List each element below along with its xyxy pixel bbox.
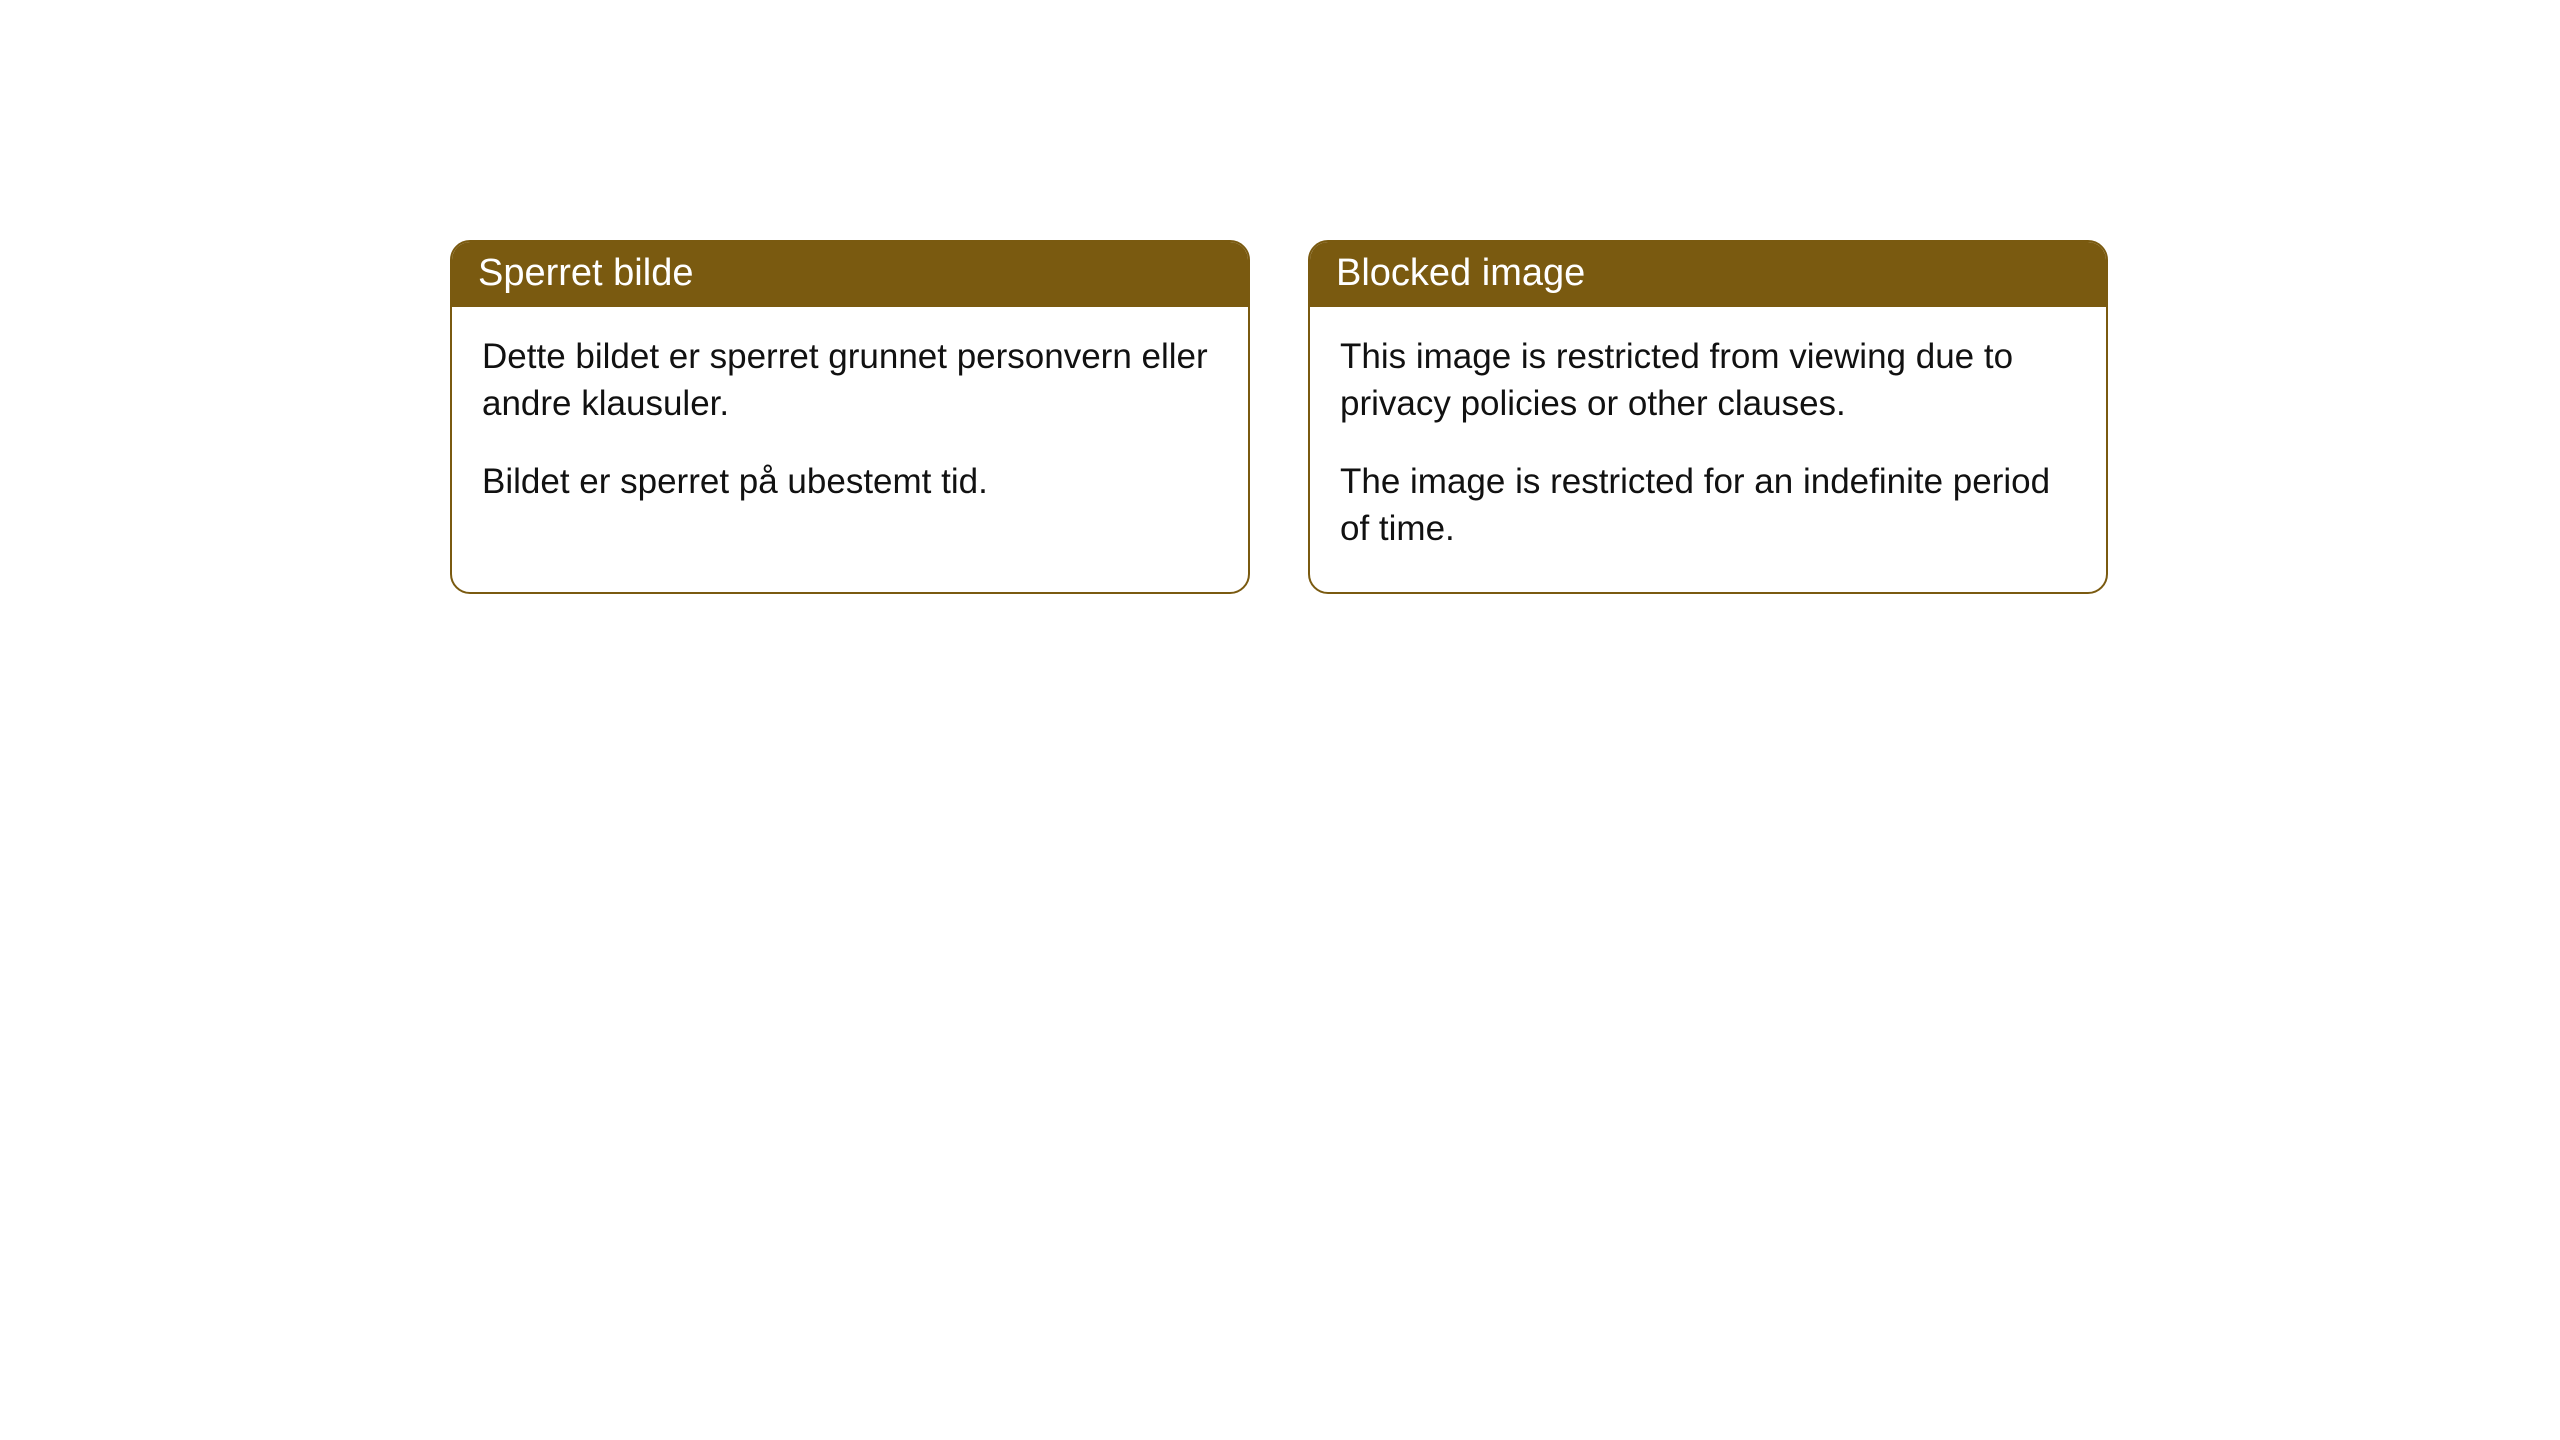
card-paragraph-2: Bildet er sperret på ubestemt tid.: [482, 458, 1218, 505]
card-title: Blocked image: [1310, 242, 2106, 307]
card-paragraph-2: The image is restricted for an indefinit…: [1340, 458, 2076, 553]
card-norwegian: Sperret bilde Dette bildet er sperret gr…: [450, 240, 1250, 594]
card-paragraph-1: Dette bildet er sperret grunnet personve…: [482, 333, 1218, 428]
card-title: Sperret bilde: [452, 242, 1248, 307]
card-english: Blocked image This image is restricted f…: [1308, 240, 2108, 594]
card-body: Dette bildet er sperret grunnet personve…: [452, 307, 1248, 545]
card-paragraph-1: This image is restricted from viewing du…: [1340, 333, 2076, 428]
card-body: This image is restricted from viewing du…: [1310, 307, 2106, 592]
cards-container: Sperret bilde Dette bildet er sperret gr…: [450, 240, 2560, 594]
